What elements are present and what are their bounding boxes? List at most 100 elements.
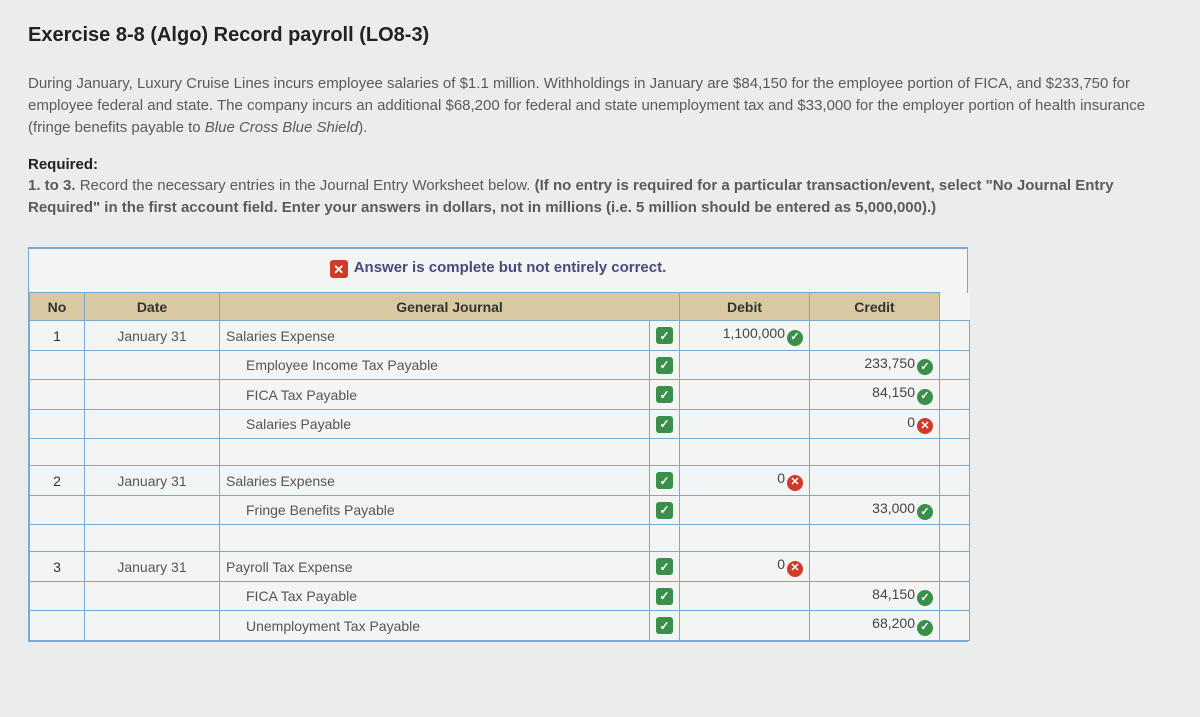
col-debit: Debit [680,293,810,321]
cell-empty [940,380,970,410]
table-row: FICA Tax Payable✓84,150✓ [30,581,970,611]
table-row: 3January 31Payroll Tax Expense ✓ 0✕ [30,552,970,582]
check-icon: ✓ [656,386,673,403]
table-row: Unemployment Tax Payable ✓ 68,200✓ [30,611,970,641]
cell-date [85,611,220,641]
debit-input[interactable]: 1,100,000✓ [680,321,810,351]
required-text: 1. to 3. Record the necessary entries in… [28,175,1172,219]
cell-empty [220,525,650,552]
credit-input[interactable]: 0✕ [810,409,940,439]
credit-input[interactable] [810,321,940,351]
row-check: ✓ [650,611,680,641]
account-select[interactable]: Fringe Benefits Payable [220,495,650,525]
table-row: FICA Tax Payable✓84,150✓ [30,380,970,410]
cell-no: 3 [30,552,85,582]
row-check: ✓ [650,380,680,410]
check-icon: ✓ [656,327,673,344]
journal-table: No Date General Journal Debit Credit 1 Ja… [29,292,970,641]
cell-date [85,581,220,611]
cross-icon: ✕ [787,475,803,491]
table-row [30,525,970,552]
required-label: Required: [28,156,1172,173]
cell-empty [30,439,85,466]
account-select[interactable]: FICA Tax Payable [220,581,650,611]
banner-text: Answer is complete but not entirely corr… [354,259,667,276]
credit-input[interactable] [810,466,940,496]
account-select[interactable]: Unemployment Tax Payable [220,611,650,641]
row-check: ✓ [650,581,680,611]
row-check: ✓ [650,552,680,582]
table-row: Employee Income Tax Payable✓233,750✓ [30,350,970,380]
check-icon: ✓ [656,558,673,575]
credit-input[interactable]: 84,150✓ [810,380,940,410]
cell-empty [940,350,970,380]
check-icon: ✓ [656,502,673,519]
account-select[interactable]: Salaries Payable [220,409,650,439]
cell-empty [680,439,810,466]
cell-no: 2 [30,466,85,496]
cell-empty [940,321,970,351]
check-icon: ✓ [656,357,673,374]
cell-empty [940,409,970,439]
table-header-row: No Date General Journal Debit Credit [30,293,970,321]
cell-empty [85,525,220,552]
cell-no [30,495,85,525]
row-check: ✓ [650,350,680,380]
required-pre: 1. to 3. [28,177,80,194]
check-icon: ✓ [917,590,933,606]
cell-empty [940,466,970,496]
check-icon: ✓ [656,472,673,489]
credit-input[interactable]: 233,750✓ [810,350,940,380]
cell-no [30,350,85,380]
credit-input[interactable]: 84,150✓ [810,581,940,611]
cell-empty [810,439,940,466]
check-icon: ✓ [656,416,673,433]
row-check: ✓ [650,321,680,351]
cell-no [30,380,85,410]
cell-date: January 31 [85,552,220,582]
account-select[interactable]: Salaries Expense [220,466,650,496]
debit-input[interactable] [680,611,810,641]
paragraph-post: ). [358,119,367,136]
cell-empty [30,525,85,552]
check-icon: ✓ [656,617,673,634]
debit-input[interactable] [680,350,810,380]
debit-input[interactable] [680,380,810,410]
account-select[interactable]: Payroll Tax Expense [220,552,650,582]
check-icon: ✓ [917,359,933,375]
required-plain: Record the necessary entries in the Jour… [80,177,535,194]
cell-empty [940,525,970,552]
debit-input[interactable] [680,409,810,439]
cell-empty [940,581,970,611]
check-icon: ✓ [787,330,803,346]
cell-empty [810,525,940,552]
cross-icon: ✕ [330,260,348,278]
debit-input[interactable]: 0✕ [680,552,810,582]
answer-container: ✕ Answer is complete but not entirely cor… [28,247,968,642]
account-select[interactable]: FICA Tax Payable [220,380,650,410]
row-check: ✓ [650,466,680,496]
check-icon: ✓ [917,504,933,520]
col-general-journal: General Journal [220,293,680,321]
exercise-title: Exercise 8-8 (Algo) Record payroll (LO8-… [28,24,1172,47]
credit-input[interactable]: 68,200✓ [810,611,940,641]
debit-input[interactable] [680,495,810,525]
credit-input[interactable]: 33,000✓ [810,495,940,525]
row-check: ✓ [650,495,680,525]
problem-paragraph: During January, Luxury Cruise Lines incu… [28,73,1172,138]
cell-date [85,409,220,439]
credit-input[interactable] [810,552,940,582]
cell-empty [85,439,220,466]
col-date: Date [85,293,220,321]
debit-input[interactable] [680,581,810,611]
cell-date [85,350,220,380]
cell-no [30,409,85,439]
account-select[interactable]: Employee Income Tax Payable [220,350,650,380]
check-icon: ✓ [656,588,673,605]
account-select[interactable]: Salaries Expense [220,321,650,351]
check-icon: ✓ [917,389,933,405]
debit-input[interactable]: 0✕ [680,466,810,496]
cell-no: 1 [30,321,85,351]
cell-no [30,581,85,611]
cell-no [30,611,85,641]
